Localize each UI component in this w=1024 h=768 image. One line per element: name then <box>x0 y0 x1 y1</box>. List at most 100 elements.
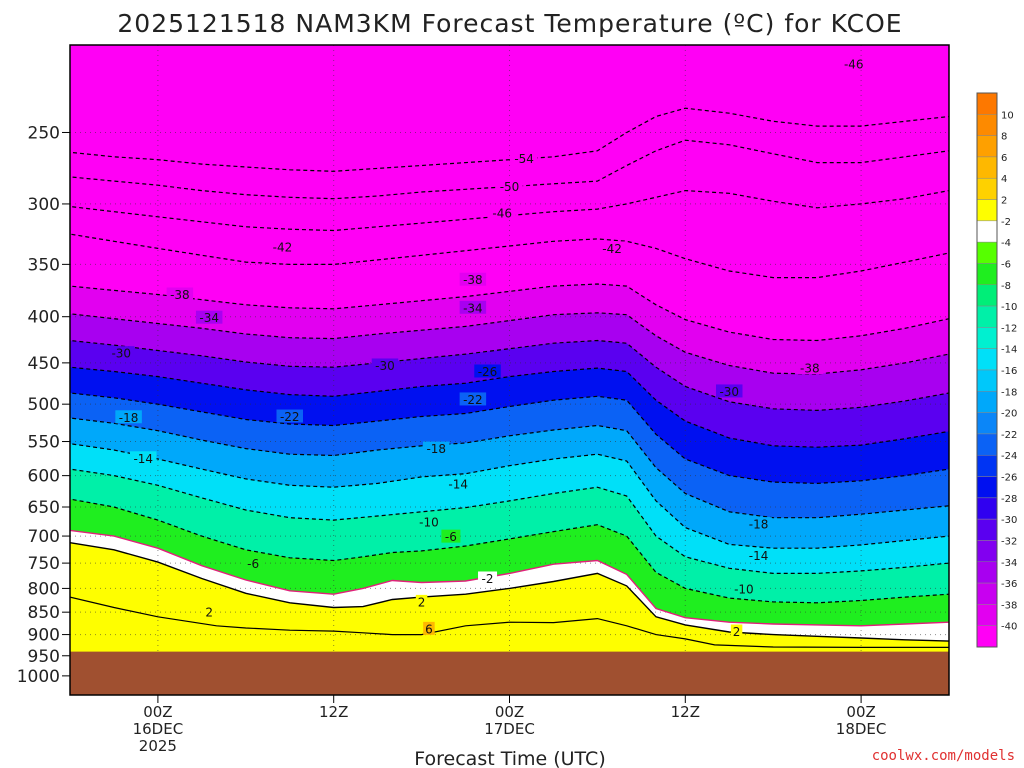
colorbar-swatch <box>976 369 998 392</box>
colorbar-swatch <box>976 156 998 179</box>
y-tick-label: 450 <box>28 354 60 374</box>
colorbar-tick-label: 10 <box>1001 110 1014 121</box>
contour-label-background <box>243 556 263 570</box>
colorbar-tick-label: 8 <box>1001 132 1007 143</box>
colorbar-tick-label: -24 <box>1001 451 1017 462</box>
y-tick-label: 350 <box>28 255 60 275</box>
colorbar-tick-label: -8 <box>1001 281 1011 292</box>
colorbar-tick-label: -2 <box>1001 217 1011 228</box>
colorbar-swatch <box>976 327 998 349</box>
contour-label-background <box>745 548 772 562</box>
contour-label-background <box>415 594 428 608</box>
contour-label-background <box>371 358 399 372</box>
x-axis-label: Forecast Time (UTC) <box>414 748 605 768</box>
y-axis-ticks: 250 300 350 400 450 500 550 600 650 700 750 800 850 9… <box>17 123 70 687</box>
x-tick-label: 17DEC <box>484 720 535 738</box>
contour-label: -38 <box>800 362 820 376</box>
contour-label-background <box>130 451 157 465</box>
credit-text: coolwx.com/models <box>872 748 1015 764</box>
contour-label: -6 <box>445 530 457 544</box>
colorbar-swatch <box>976 497 998 520</box>
contour-label: 2 <box>205 606 213 620</box>
y-tick-label: 550 <box>28 433 60 453</box>
contour-label-background <box>459 300 487 314</box>
isotherm-line <box>70 283 949 342</box>
colorbar-swatch <box>976 625 998 648</box>
contour-label-background <box>478 571 498 585</box>
contour-label: -42 <box>273 241 293 255</box>
contour-label: -30 <box>111 347 131 361</box>
contour-label-background <box>598 241 626 255</box>
contour-label: -34 <box>463 301 483 315</box>
colorbar-swatch <box>976 305 998 328</box>
colorbar-swatch <box>976 433 998 456</box>
contour-label-background <box>423 621 435 635</box>
colorbar-swatch <box>976 284 998 307</box>
y-tick-label: 400 <box>28 308 60 328</box>
colorbar-tick-label: -30 <box>1001 515 1017 526</box>
contour-label: -6 <box>247 557 259 571</box>
contour-label-background <box>115 410 142 424</box>
contour-label: -2 <box>482 572 494 586</box>
y-tick-label: 500 <box>28 395 60 415</box>
contour-label-background <box>0 522 3 535</box>
colorbar-swatch <box>976 348 998 371</box>
contour-label: -54 <box>514 152 534 166</box>
isotherm-contours <box>70 107 949 648</box>
colorbar-tick-label: -14 <box>1001 345 1017 356</box>
colorbar-swatch <box>976 604 998 626</box>
y-tick-label: 700 <box>28 527 60 547</box>
contour-label: -22 <box>280 410 300 424</box>
chart-title: 2025121518 NAM3KM Forecast Temperature (… <box>117 9 902 38</box>
x-tick-label: 00Z <box>143 703 172 721</box>
contour-label: -18 <box>119 411 139 425</box>
colorbar-swatch <box>976 561 998 584</box>
contour-label-background <box>166 287 194 301</box>
contour-label: -46 <box>844 58 864 72</box>
colorbar-swatch <box>976 540 998 563</box>
contour-label: -42 <box>0 205 14 219</box>
y-tick-label: 250 <box>28 123 60 143</box>
temperature-bands <box>70 108 949 695</box>
x-tick-label: 12Z <box>671 703 700 721</box>
contour-label-background <box>415 514 443 528</box>
contour-label: -10 <box>734 582 754 596</box>
colorbar-tick-label: -18 <box>1001 387 1017 398</box>
contour-label: -38 <box>170 288 190 302</box>
isotherm-line <box>70 498 949 604</box>
contour-label-background <box>459 392 487 406</box>
x-tick-label: 12Z <box>319 703 348 721</box>
y-tick-label: 900 <box>28 626 60 646</box>
contour-label-background <box>796 361 824 375</box>
colorbar-tick-label: -20 <box>1001 409 1017 420</box>
colorbar-tick-label: 6 <box>1001 153 1007 164</box>
contour-label: 2 <box>418 595 426 609</box>
y-tick-label: 650 <box>28 498 60 518</box>
isotherm-line <box>70 596 949 648</box>
contour-label-background <box>730 581 758 595</box>
contour-label-background <box>510 151 538 165</box>
colorbar-tick-label: -6 <box>1001 259 1011 270</box>
contour-label-background <box>459 272 487 286</box>
isotherm-line <box>70 541 949 642</box>
contour-label: -50 <box>500 180 520 194</box>
colorbar-swatch <box>976 518 998 541</box>
y-tick-label: 300 <box>28 195 60 215</box>
contour-label: -14 <box>133 452 153 466</box>
x-tick-label: 16DEC <box>133 720 184 738</box>
x-tick-label: 18DEC <box>836 720 887 738</box>
colorbar-swatch <box>976 92 998 115</box>
y-tick-label: 1000 <box>17 667 60 687</box>
contour-label-background <box>716 384 743 398</box>
colorbar-tick-label: -16 <box>1001 366 1017 377</box>
y-tick-label: 750 <box>28 554 60 574</box>
colorbar-tick-label: -38 <box>1001 600 1017 611</box>
x-tick-label: 2025 <box>139 737 177 755</box>
x-tick-label: 00Z <box>495 703 524 721</box>
isotherm-line <box>70 339 949 412</box>
isotherm-line <box>70 233 949 279</box>
colorbar-swatch <box>976 391 998 413</box>
contour-label: 6 <box>425 622 433 636</box>
isotherm-line <box>70 189 949 232</box>
